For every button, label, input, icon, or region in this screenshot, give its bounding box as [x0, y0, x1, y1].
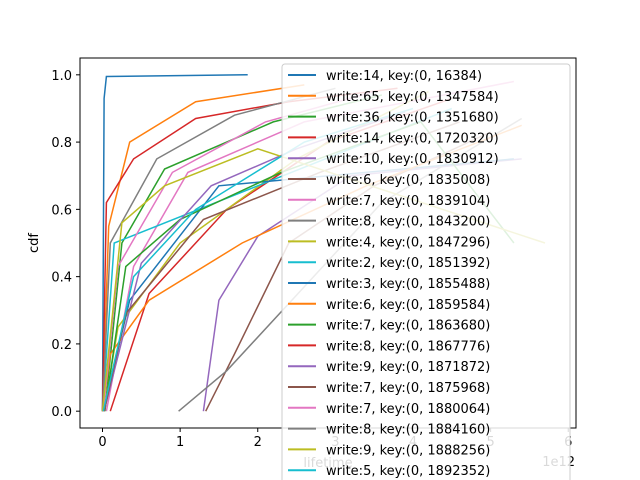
legend-label: write:9, key:(0, 1871872) — [326, 360, 490, 375]
legend-label: write:14, key:(0, 16384) — [326, 69, 482, 84]
legend-label: write:4, key:(0, 1847296) — [326, 235, 490, 250]
y-tick-label: 1.0 — [51, 69, 72, 84]
legend-label: write:9, key:(0, 1888256) — [326, 443, 490, 458]
legend-label: write:7, key:(0, 1839104) — [326, 194, 490, 209]
series-line-1 — [101, 74, 248, 412]
legend: write:14, key:(0, 16384) write:65, key:(0… — [281, 63, 571, 480]
x-tick-label: 2 — [254, 435, 262, 450]
legend-label: write:7, key:(0, 1880064) — [326, 402, 490, 417]
series-line-2 — [101, 84, 305, 412]
legend-label: write:65, key:(0, 1347584) — [326, 90, 499, 105]
legend-label: write:6, key:(0, 1859584) — [326, 298, 490, 313]
y-tick-label: 0.0 — [51, 405, 72, 420]
legend-label: write:36, key:(0, 1351680) — [326, 111, 499, 126]
y-axis-ticks: 0.0 0.2 0.4 0.6 0.8 1.0 — [51, 69, 80, 420]
legend-label: write:14, key:(0, 1720320) — [326, 131, 499, 146]
y-tick-label: 0.6 — [51, 203, 72, 218]
legend-label: write:7, key:(0, 1863680) — [326, 319, 490, 334]
legend-label: write:7, key:(0, 1875968) — [326, 381, 490, 396]
x-tick-label: 1 — [176, 435, 184, 450]
series-line-18 — [101, 87, 336, 412]
y-tick-label: 0.8 — [51, 136, 72, 151]
legend-label: write:8, key:(0, 1884160) — [326, 423, 490, 438]
legend-label: write:10, key:(0, 1830912) — [326, 152, 499, 167]
y-tick-label: 0.4 — [51, 271, 72, 286]
legend-label: write:8, key:(0, 1843200) — [326, 215, 490, 230]
x-tick-label: 0 — [98, 435, 106, 450]
legend-box — [281, 63, 571, 480]
legend-label: write:6, key:(0, 1835008) — [326, 173, 490, 188]
y-axis-label: cdf — [27, 233, 42, 253]
legend-label: write:8, key:(0, 1867776) — [326, 339, 490, 354]
legend-label: write:2, key:(0, 1851392) — [326, 256, 490, 271]
legend-label: write:3, key:(0, 1855488) — [326, 277, 490, 292]
y-tick-label: 0.2 — [51, 338, 72, 353]
legend-label: write:5, key:(0, 1892352) — [326, 464, 490, 479]
